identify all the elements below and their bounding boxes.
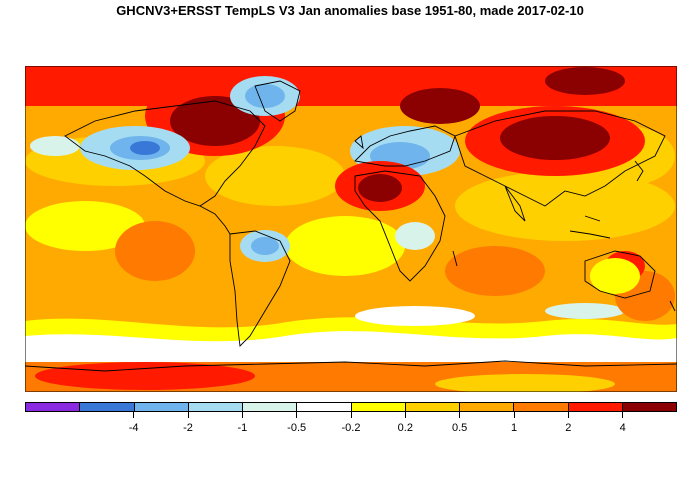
legend-tick-label: -1 (237, 422, 248, 434)
legend-tick (296, 412, 298, 418)
map-title: GHCNV3+ERSST TempLS V3 Jan anomalies bas… (116, 3, 584, 18)
legend-swatch (568, 403, 623, 411)
legend-tick-label: 0.2 (397, 422, 413, 434)
legend-swatch (514, 403, 569, 411)
legend-swatch (26, 403, 81, 411)
legend-tick-label: 2 (565, 422, 572, 434)
legend-tick-label: -0.2 (341, 422, 361, 434)
legend-swatch (297, 403, 352, 411)
legend-tick (241, 412, 243, 418)
legend-labels: -4 -2 -1 -0.5 -0.2 0.2 0.5 1 2 4 (25, 422, 677, 438)
legend-ticks (25, 412, 677, 422)
legend-swatch (622, 403, 676, 411)
legend-swatch (351, 403, 406, 411)
legend-tick-label: -4 (128, 422, 139, 434)
legend-tick (187, 412, 189, 418)
legend-swatch (134, 403, 189, 411)
color-legend-bar (25, 402, 677, 412)
legend-tick (350, 412, 352, 418)
legend-tick-label: -2 (183, 422, 193, 434)
legend-swatch (80, 403, 135, 411)
legend-tick-label: 4 (619, 422, 626, 434)
legend-tick-label: 1 (510, 422, 518, 434)
legend-tick (404, 412, 406, 418)
legend-swatch (405, 403, 460, 411)
legend-swatch (188, 403, 243, 411)
legend-tick (513, 412, 515, 418)
legend-tick (567, 412, 569, 418)
legend-tick (622, 412, 624, 418)
anomaly-map (25, 66, 677, 392)
legend-tick-label: 0.5 (452, 422, 468, 434)
legend-tick (459, 412, 461, 418)
legend-tick-label: -0.5 (287, 422, 307, 434)
legend-swatch (460, 403, 515, 411)
legend-swatch (243, 403, 298, 411)
legend-tick (133, 412, 135, 418)
